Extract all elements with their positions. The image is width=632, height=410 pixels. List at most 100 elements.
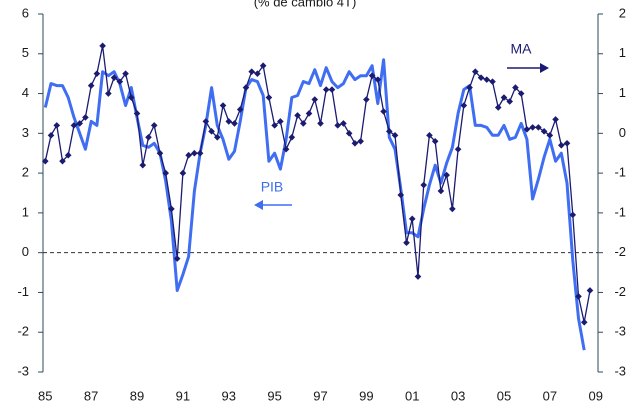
series-marker [47,132,55,139]
series-marker [426,132,433,139]
series-marker [305,110,313,117]
series-marker [403,239,410,247]
series-marker [64,151,72,159]
series-marker [208,128,215,135]
series-marker [53,122,61,129]
series-marker [236,106,244,113]
series-marker [569,211,577,219]
y-tick-label: 1 [22,204,29,219]
series-marker [265,94,273,101]
series-marker [70,122,78,129]
series-marker [334,122,342,129]
series-marker [586,287,594,294]
series-marker [156,149,164,157]
series-marker [454,145,462,153]
annotation: PIB [261,179,284,195]
x-tick-label: 85 [38,388,52,403]
y2-tick-label: -2 [614,284,626,299]
series-marker [311,96,319,103]
y-tick-label: -2 [17,324,29,339]
y2-tick-label: 0 [619,125,626,140]
series-marker [294,112,301,119]
series-marker [449,205,456,213]
y-tick-label: -1 [17,284,29,299]
series-marker [408,215,416,223]
series-marker [494,104,502,111]
series-marker [168,205,175,213]
x-tick-label: 87 [84,388,98,403]
x-tick-label: 89 [130,388,144,403]
series-marker [368,72,376,79]
series-marker [575,293,582,300]
series-marker [127,94,135,101]
y-tick-label: -3 [17,363,29,378]
x-tick-label: 99 [359,388,373,403]
series-marker [351,139,359,147]
series-marker [248,68,255,75]
series-marker [546,132,554,139]
series-marker [506,98,514,105]
series-marker [523,126,531,133]
series-marker [529,124,536,131]
series-line [43,58,586,351]
series-marker [150,122,158,129]
series-marker [116,78,124,85]
series-marker [374,76,382,83]
y2-tick-label: -3 [614,363,626,378]
series-marker [443,171,450,179]
chart-title: (% de cambio 4T) [254,0,357,9]
x-tick-label: 07 [543,388,557,403]
series-line [44,45,591,323]
series-marker [76,120,83,127]
series-marker [41,157,49,165]
series-marker [225,118,233,125]
annotation: MA [511,41,533,57]
series-marker [489,78,496,85]
series-marker [231,120,238,127]
series-marker [558,141,565,149]
x-tick-label: 09 [588,388,602,403]
series-marker [202,118,210,125]
series-marker [173,255,181,262]
series-marker [345,130,353,137]
series-marker [59,157,66,165]
series-marker [317,120,324,127]
series-marker [477,74,485,81]
y2-tick-label: -2 [614,244,626,259]
y2-tick-label: -3 [614,324,626,339]
y-tick-label: 5 [22,45,29,60]
series-marker [500,94,508,101]
annotation-arrowhead [540,63,549,73]
y-tick-label: 4 [22,85,29,100]
y2-tick-label: 1 [619,45,626,60]
series-marker [460,102,468,109]
series-marker [563,139,571,147]
series-marker [340,120,347,127]
series-marker [259,62,267,70]
series-marker [363,96,370,103]
series-marker [242,84,250,91]
x-tick-label: 05 [497,388,511,403]
x-tick-label: 95 [267,388,281,403]
series-marker [254,70,261,77]
x-tick-label: 01 [405,388,419,403]
series-marker [322,86,330,93]
series-marker [420,181,428,189]
series-marker [540,128,548,135]
x-tick-label: 93 [222,388,236,403]
series-marker [380,108,387,115]
y-tick-label: 2 [22,165,29,180]
series-marker [512,84,519,91]
x-tick-label: 91 [176,388,190,403]
series-marker [535,124,542,131]
y-tick-label: 0 [22,244,29,259]
series-marker [391,132,399,139]
series-marker [179,169,187,177]
x-tick-label: 97 [313,388,327,403]
series-marker [431,137,439,145]
series-marker [82,114,89,121]
series-marker [93,70,101,77]
series-marker [414,273,422,280]
series-marker [191,149,198,157]
